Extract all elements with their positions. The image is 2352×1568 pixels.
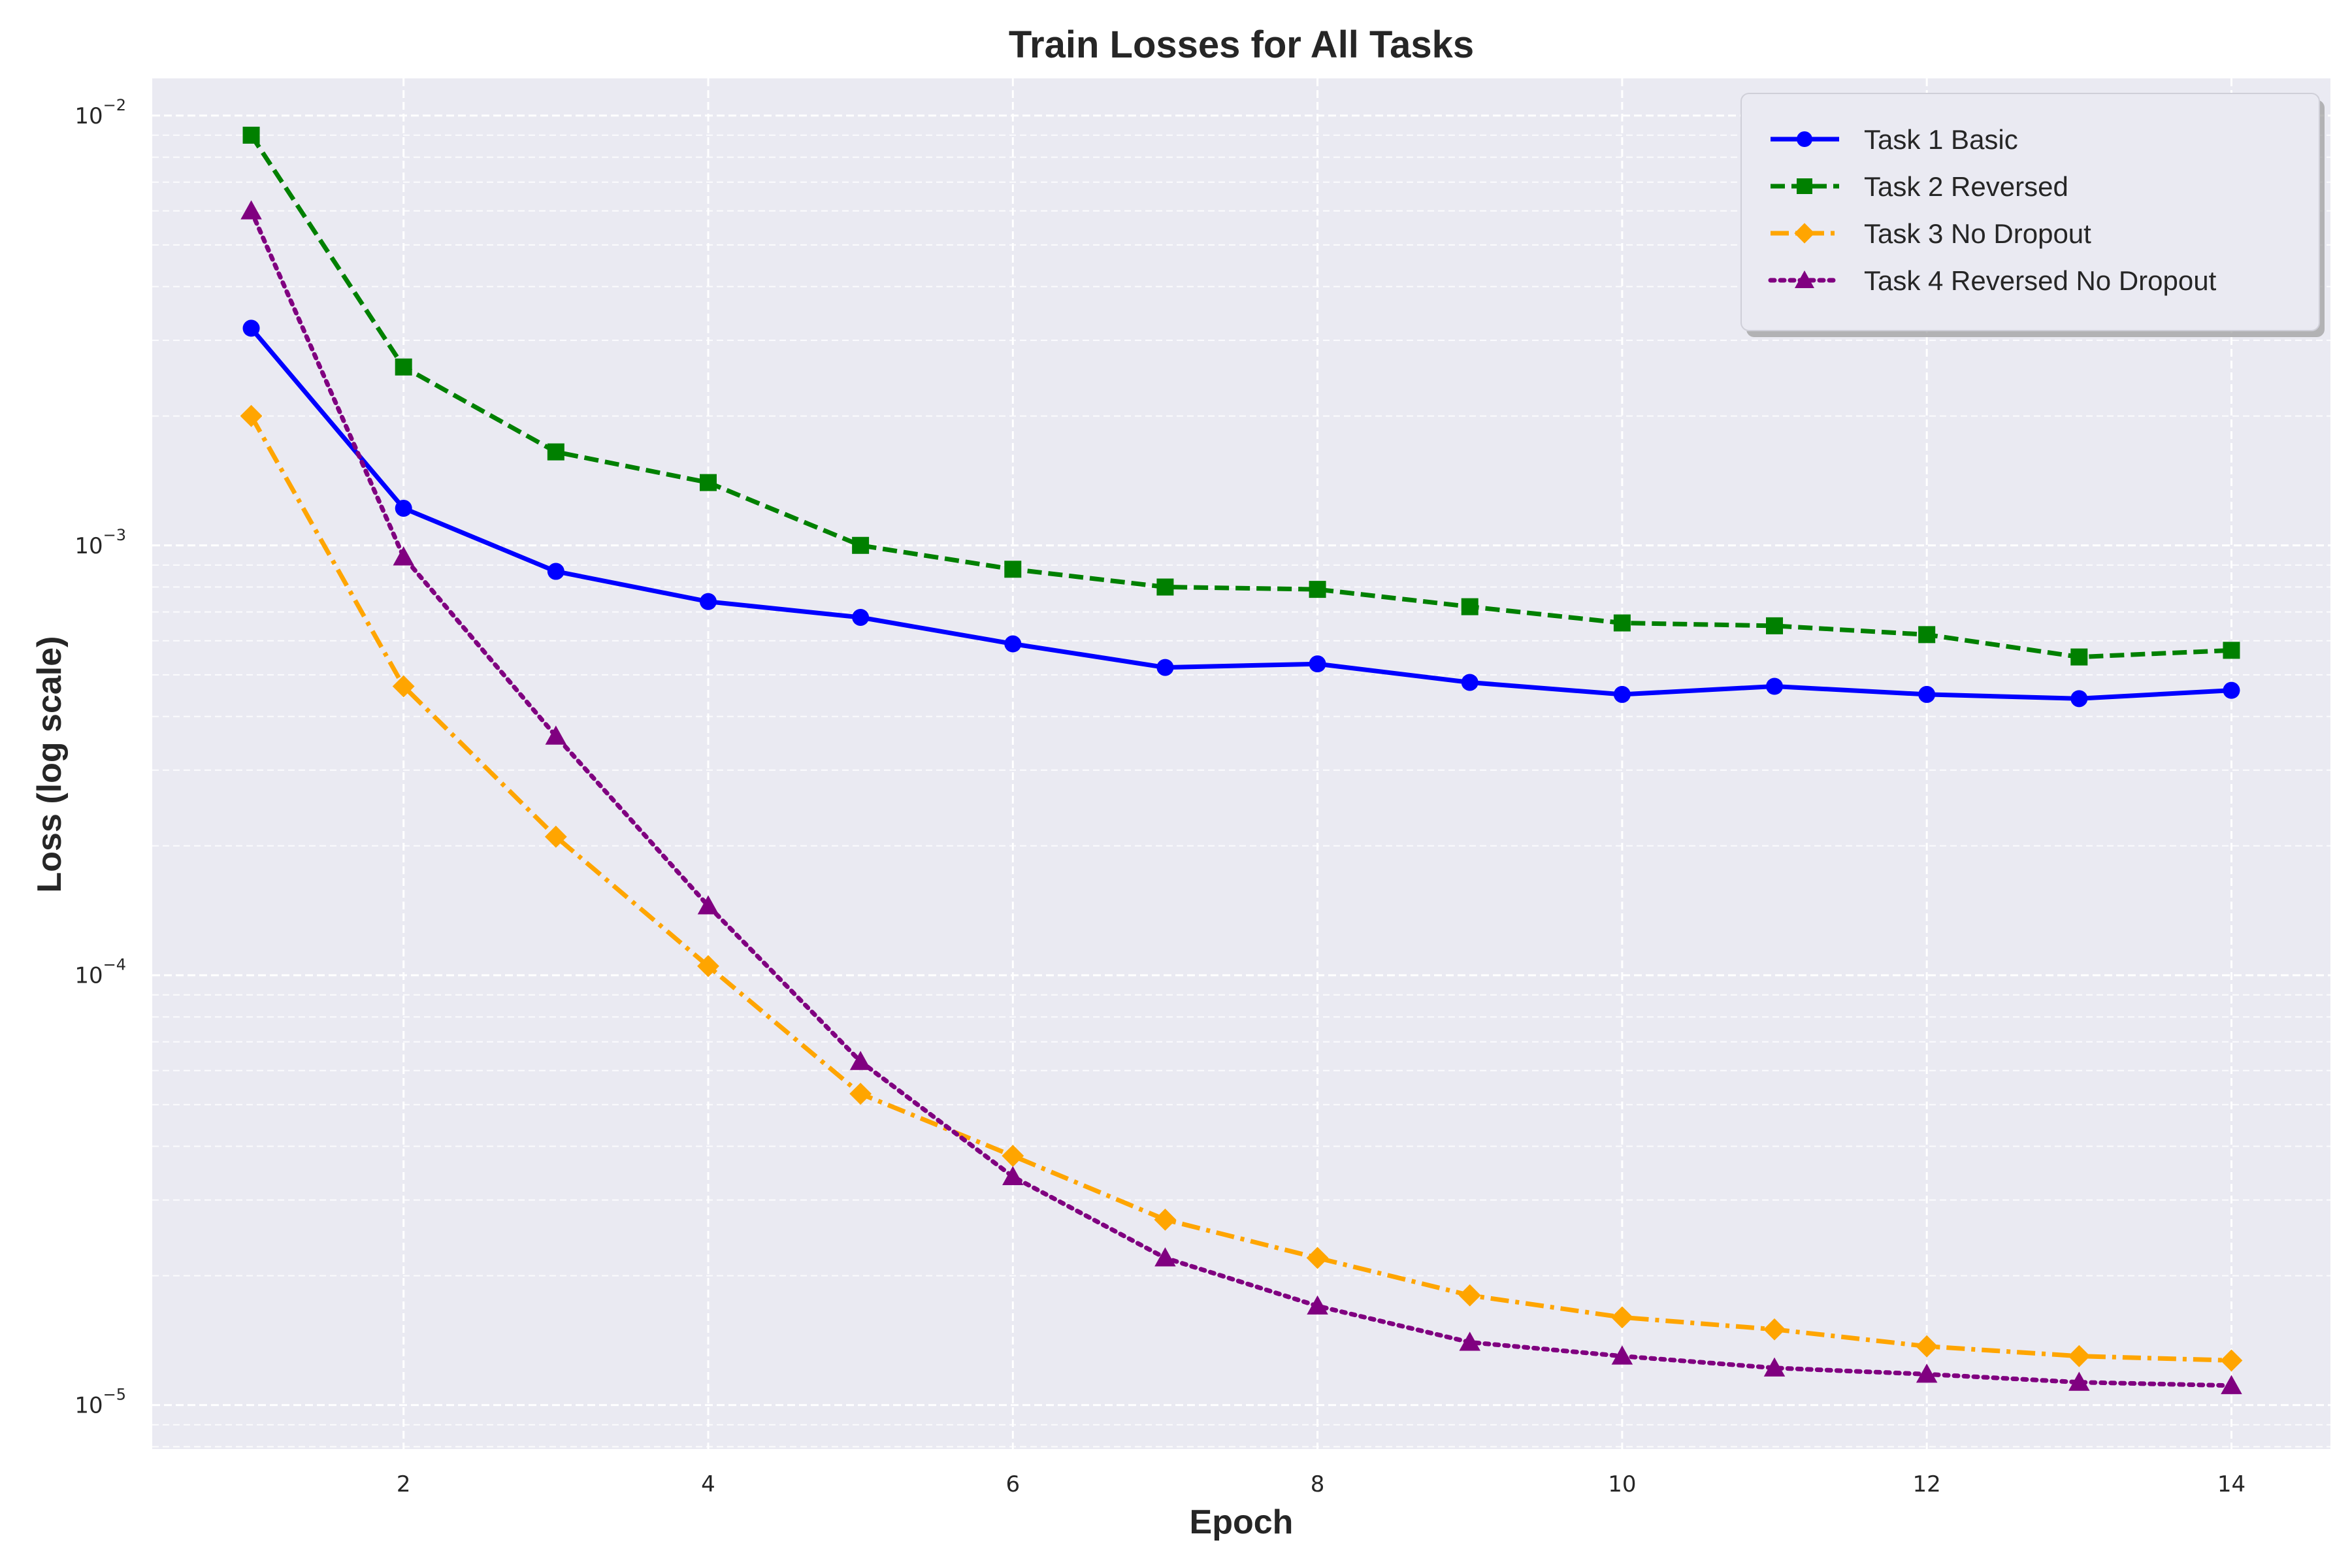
data-point <box>1002 1166 1024 1185</box>
x-tick-label: 12 <box>1913 1471 1941 1497</box>
data-point <box>1002 1145 1024 1168</box>
data-point <box>1763 1318 1786 1341</box>
legend-marker <box>1794 223 1815 244</box>
legend-label: Task 2 Reversed <box>1864 171 2068 202</box>
data-point <box>1309 581 1326 598</box>
data-point <box>1918 626 1936 644</box>
data-point <box>849 1051 872 1070</box>
series-line <box>249 208 2234 1388</box>
y-tick-label: 10−5 <box>74 1386 126 1419</box>
x-tick-label: 10 <box>1608 1471 1636 1497</box>
data-point <box>1307 1295 1328 1315</box>
y-tick-label: 10−2 <box>74 96 126 129</box>
data-point <box>545 725 567 745</box>
axis-ticks: 10−5 10−4 10−3 10−2 2 4 6 8 10 12 14 <box>74 96 2246 1497</box>
x-tick-label: 14 <box>2217 1471 2246 1497</box>
series-lines <box>240 126 2243 1394</box>
legend-label: Task 1 Basic <box>1864 124 2018 155</box>
data-point <box>1611 1345 1633 1365</box>
data-point <box>1461 598 1478 615</box>
data-point <box>697 955 719 977</box>
series-4 <box>240 200 2242 1394</box>
y-axis-label: Loss (log scale) <box>31 636 69 893</box>
data-point <box>1918 685 1936 703</box>
data-point <box>852 608 870 626</box>
legend-marker <box>1797 178 1812 194</box>
data-point <box>2221 1375 2242 1394</box>
data-point <box>1916 1364 1938 1383</box>
data-point <box>1004 561 1022 578</box>
data-point <box>699 474 717 491</box>
data-point <box>2070 648 2088 666</box>
legend-label: Task 4 Reversed No Dropout <box>1864 265 2217 296</box>
data-point <box>1459 1331 1480 1351</box>
data-point <box>1458 1284 1481 1307</box>
legend-entry: Task 3 No Dropout <box>1771 218 2091 249</box>
data-point <box>2068 1371 2090 1391</box>
x-tick-label: 2 <box>397 1471 411 1497</box>
legend-label: Task 3 No Dropout <box>1864 218 2091 249</box>
data-point <box>1156 578 1174 596</box>
x-tick-label: 4 <box>701 1471 715 1497</box>
legend-marker <box>1797 131 1812 147</box>
data-point <box>242 126 260 144</box>
data-point <box>1766 617 1784 634</box>
legend-entry: Task 1 Basic <box>1771 124 2018 155</box>
data-point <box>240 200 262 220</box>
data-point <box>2223 681 2240 699</box>
legend-entry: Task 2 Reversed <box>1771 171 2068 202</box>
data-point <box>1461 674 1478 691</box>
data-point <box>2220 1349 2243 1372</box>
data-point <box>1306 1247 1329 1269</box>
data-point <box>1766 678 1784 695</box>
legend-entry: Task 4 Reversed No Dropout <box>1768 265 2217 296</box>
data-point <box>395 499 412 517</box>
data-point <box>2068 1345 2091 1367</box>
data-point <box>1916 1335 1938 1358</box>
chart-title: Train Losses for All Tasks <box>1009 24 1474 66</box>
data-point <box>1613 685 1631 703</box>
data-point <box>242 319 260 337</box>
data-point <box>547 563 564 580</box>
data-point <box>544 825 567 848</box>
data-point <box>1763 1357 1786 1377</box>
series-1 <box>242 319 2240 708</box>
data-point <box>2223 642 2240 659</box>
data-point <box>1156 659 1174 676</box>
data-point <box>1154 1247 1176 1267</box>
data-point <box>699 593 717 610</box>
data-point <box>1154 1208 1177 1231</box>
series-line <box>249 327 2232 701</box>
series-2 <box>242 126 2240 666</box>
data-point <box>1004 635 1022 653</box>
data-point <box>697 895 719 915</box>
data-point <box>547 443 564 461</box>
data-point <box>1610 1306 1633 1329</box>
x-axis-label: Epoch <box>1190 1503 1294 1541</box>
data-point <box>1613 614 1631 632</box>
data-point <box>395 358 412 376</box>
data-point <box>240 404 263 427</box>
data-point <box>392 675 415 698</box>
x-tick-label: 6 <box>1005 1471 1020 1497</box>
legend: Task 1 Basic Task 2 Reversed Task 3 No Dro… <box>1740 93 2325 337</box>
data-point <box>1309 655 1326 673</box>
series-line <box>249 133 2232 660</box>
data-point <box>849 1083 872 1105</box>
data-point <box>852 536 870 554</box>
grid-lines <box>152 78 2330 1449</box>
series-line <box>249 414 2232 1363</box>
legend-marker <box>1795 270 1814 288</box>
data-point <box>393 546 414 566</box>
legend-box <box>1740 93 2320 331</box>
data-point <box>2070 690 2088 708</box>
y-tick-label: 10−4 <box>74 956 126 989</box>
series-3 <box>240 404 2243 1372</box>
y-tick-label: 10−3 <box>74 526 126 559</box>
x-tick-label: 8 <box>1311 1471 1325 1497</box>
